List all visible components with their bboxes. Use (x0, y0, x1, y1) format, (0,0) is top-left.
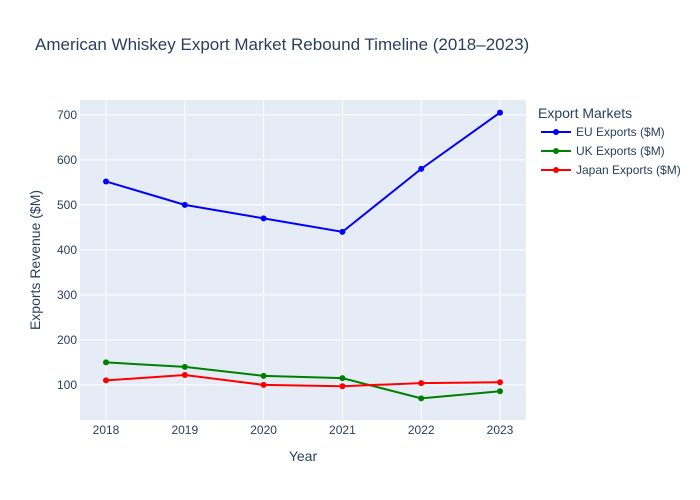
legend[interactable]: Export Markets EU Exports ($M) UK Exports… (538, 105, 681, 177)
data-point[interactable] (497, 109, 503, 116)
legend-swatch-marker (553, 148, 559, 154)
y-tick-label: 100 (57, 378, 77, 392)
legend-label: EU Exports ($M) (576, 125, 665, 139)
data-point[interactable] (497, 388, 503, 395)
x-tick-label: 2019 (171, 423, 198, 437)
plot-area (80, 100, 526, 420)
gridlines (80, 100, 526, 420)
legend-item[interactable]: EU Exports ($M) (541, 125, 665, 139)
data-point[interactable] (181, 363, 188, 370)
chart-title: American Whiskey Export Market Rebound T… (35, 35, 529, 54)
legend-label: UK Exports ($M) (576, 144, 665, 158)
series-0 (103, 109, 503, 235)
data-point[interactable] (418, 380, 425, 387)
y-axis-ticks: 100 200 300 400 500 600 700 (57, 108, 77, 392)
data-point[interactable] (260, 381, 267, 388)
data-point[interactable] (260, 372, 267, 379)
data-point[interactable] (418, 395, 425, 402)
data-point[interactable] (103, 359, 109, 366)
legend-swatch-marker (553, 167, 559, 173)
series-line (105, 111, 501, 233)
x-tick-label: 2022 (408, 423, 435, 437)
data-point[interactable] (418, 165, 425, 172)
x-axis-ticks: 2018 2019 2020 2021 2022 2023 (93, 423, 514, 437)
data-point[interactable] (181, 371, 188, 378)
legend-item[interactable]: Japan Exports ($M) (541, 163, 681, 177)
data-point[interactable] (260, 215, 267, 222)
y-axis-label: Exports Revenue ($M) (27, 190, 43, 330)
legend-title: Export Markets (538, 105, 632, 121)
legend-label: Japan Exports ($M) (576, 163, 681, 177)
data-point[interactable] (103, 377, 109, 384)
y-tick-label: 700 (57, 108, 77, 122)
x-tick-label: 2020 (250, 423, 277, 437)
data-point[interactable] (181, 201, 188, 208)
x-tick-label: 2018 (93, 423, 120, 437)
x-tick-label: 2021 (329, 423, 356, 437)
data-point[interactable] (339, 375, 346, 382)
data-point[interactable] (103, 178, 109, 185)
series-1 (103, 359, 503, 402)
series-2 (103, 371, 503, 390)
y-tick-label: 400 (57, 243, 77, 257)
series-line (105, 373, 501, 388)
series-layer (103, 109, 503, 402)
x-axis-label: Year (289, 448, 318, 464)
y-tick-label: 200 (57, 333, 77, 347)
data-point[interactable] (497, 379, 503, 386)
series-line (105, 361, 501, 400)
legend-swatch-marker (553, 129, 559, 135)
y-tick-label: 500 (57, 198, 77, 212)
legend-items: EU Exports ($M) UK Exports ($M) Japan Expo… (541, 125, 681, 177)
legend-item[interactable]: UK Exports ($M) (541, 144, 665, 158)
data-point[interactable] (339, 228, 346, 235)
y-tick-label: 600 (57, 153, 77, 167)
y-tick-label: 300 (57, 288, 77, 302)
data-point[interactable] (339, 383, 346, 390)
x-tick-label: 2023 (487, 423, 514, 437)
